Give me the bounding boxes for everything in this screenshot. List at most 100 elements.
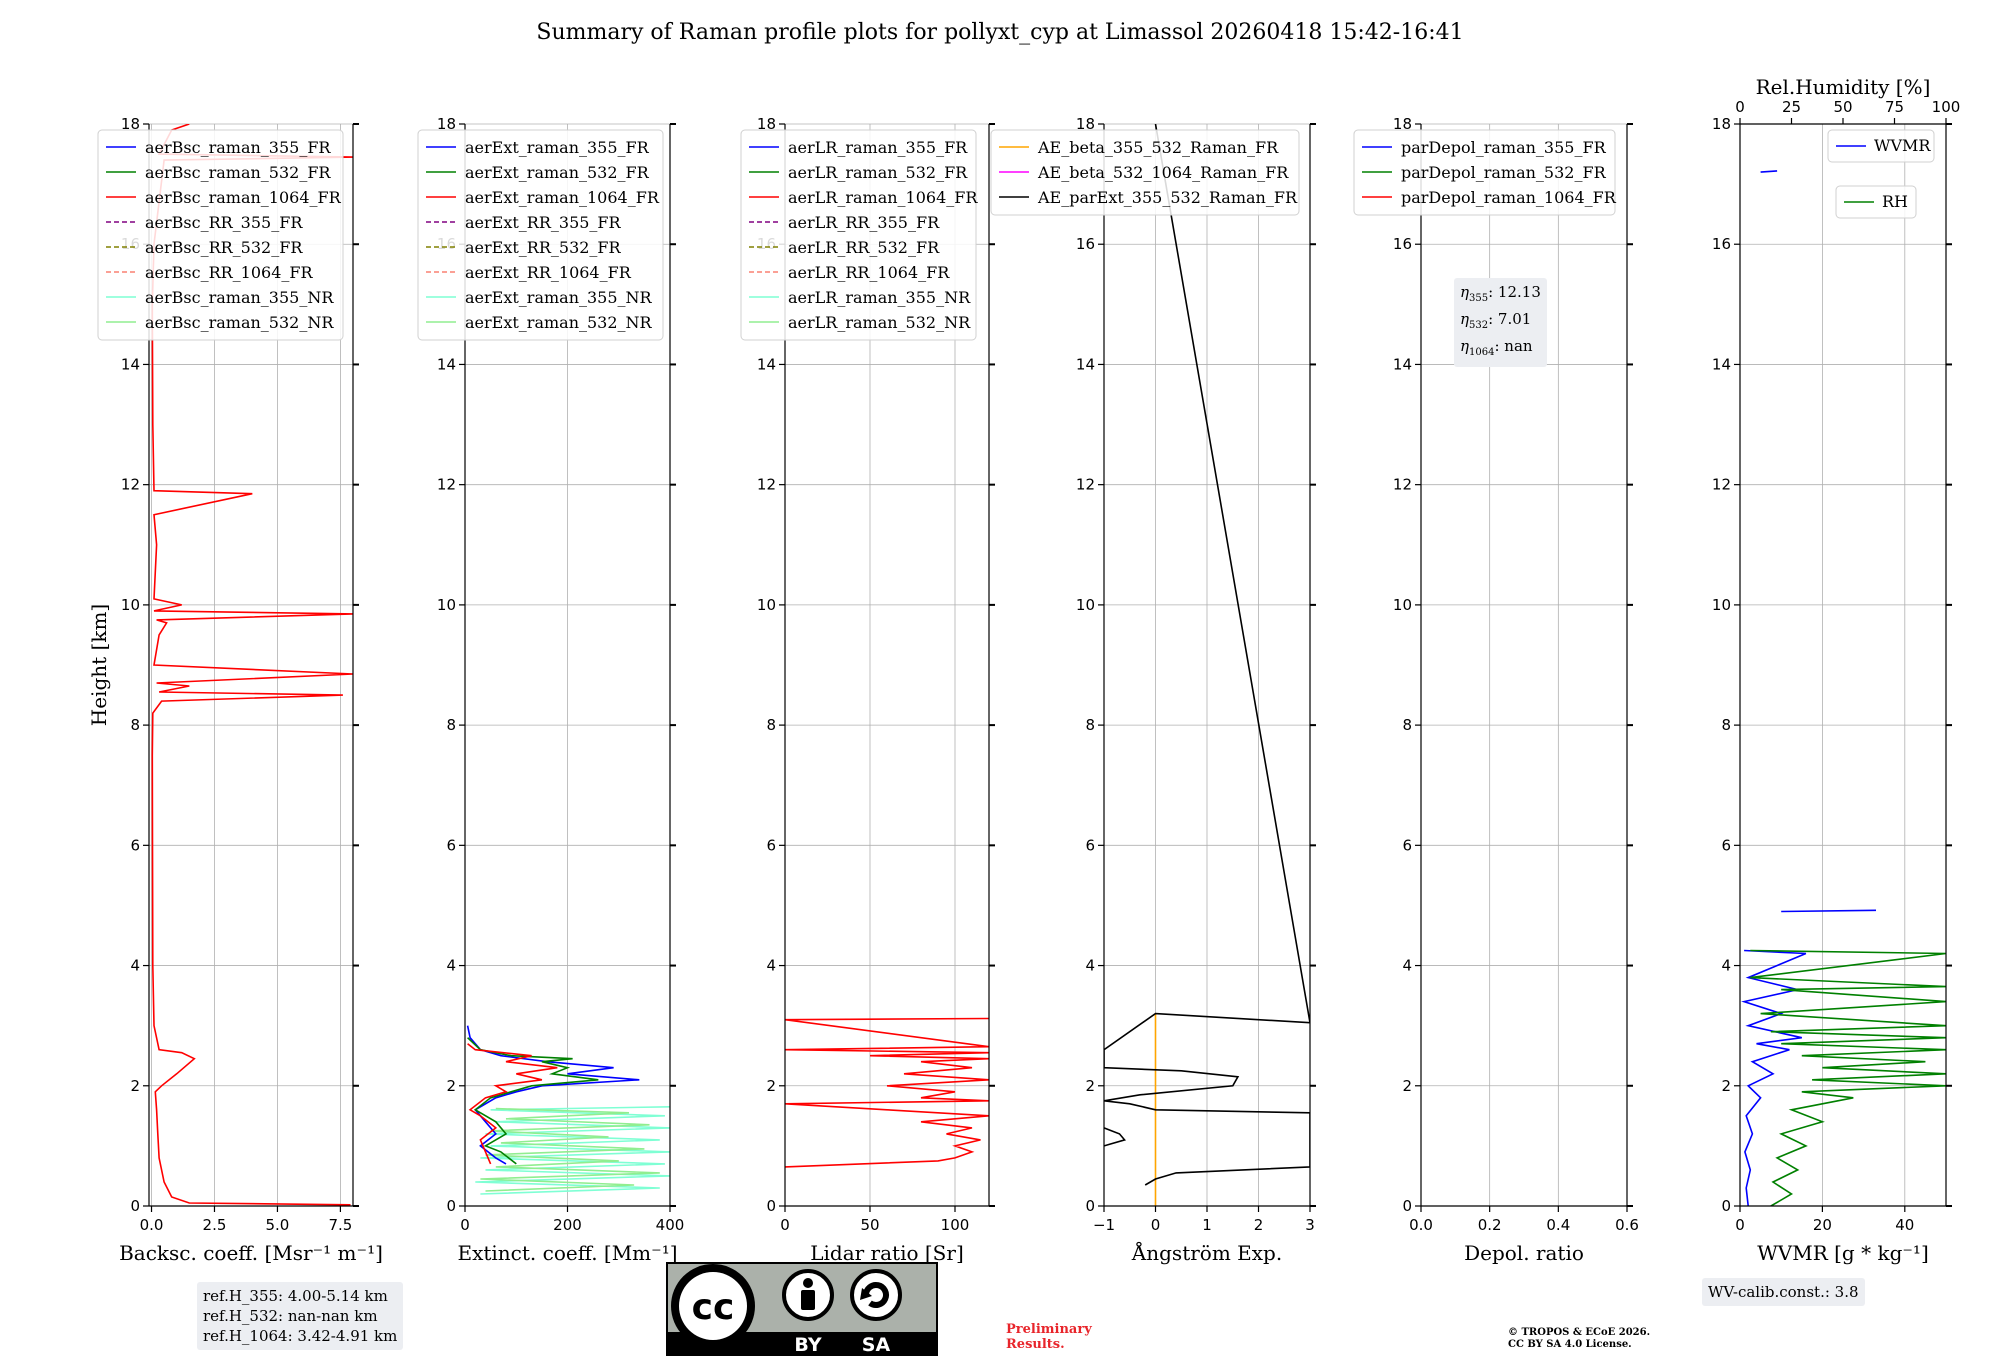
copyright-line-1: © TROPOS & ECoE 2026. <box>1508 1327 1651 1338</box>
legend-label: AE_beta_355_532_Raman_FR <box>1037 138 1279 157</box>
figure-title: Summary of Raman profile plots for polly… <box>536 20 1464 45</box>
eta-355-value: 12.13 <box>1497 283 1541 301</box>
prelim-line-1: Preliminary <box>1006 1322 1092 1337</box>
xtick-label: 40 <box>1895 1216 1914 1234</box>
legend-label: aerBsc_RR_355_FR <box>145 213 303 232</box>
ytick-label: 6 <box>130 836 140 854</box>
yaxis-label: Height [km] <box>87 604 111 726</box>
legend-label: aerExt_RR_1064_FR <box>465 263 632 282</box>
eta-532: η532: 7.01 <box>1460 310 1532 331</box>
legend-label: aerBsc_raman_1064_FR <box>145 188 342 207</box>
legend-box <box>417 129 664 341</box>
panel-depol: 0 2 4 6 8 10 12 14 16 18 0.0 0.2 0.4 0.6 Depol. ratio p… <box>1353 115 1639 1265</box>
legend-label: aerExt_raman_355_NR <box>465 288 653 307</box>
prelim-line-2: Results. <box>1006 1337 1065 1352</box>
ytick-label: 10 <box>437 596 456 614</box>
series-aerExt_raman_532_FR <box>467 1037 599 1165</box>
legend-box <box>1827 129 1935 163</box>
panel-lr: 024681012141618050100Lidar ratio [Sr]aer… <box>740 115 995 1265</box>
legend-label: WVMR <box>1874 136 1931 155</box>
legend-label: parDepol_raman_355_FR <box>1401 138 1607 157</box>
series-aerExt_raman_1064_FR <box>467 1043 558 1165</box>
xtick-label: 0.0 <box>140 1216 164 1234</box>
cc-logo-inner <box>679 1272 747 1340</box>
ytick-label: 6 <box>766 836 776 854</box>
legend-label: AE_beta_532_1064_Raman_FR <box>1037 163 1289 182</box>
legend-box <box>990 129 1300 216</box>
xaxis-label: WVMR [g * kg⁻¹] <box>1757 1241 1929 1265</box>
ytick-label: 16 <box>1076 235 1095 253</box>
legend-label: aerExt_RR_355_FR <box>465 213 622 232</box>
ytick-label: 8 <box>446 716 456 734</box>
series-WVMR_aloft <box>1781 909 1877 913</box>
legend-label: aerLR_RR_1064_FR <box>788 263 950 282</box>
series-aerExt_raman_532_NR <box>480 1107 660 1192</box>
legend-box <box>1353 129 1616 216</box>
by-icon-head <box>803 1278 813 1288</box>
xaxis-label: Lidar ratio [Sr] <box>810 1241 964 1265</box>
by-icon-body <box>801 1290 815 1310</box>
ref-height-355: ref.H_355: 4.00-5.14 km <box>203 1287 388 1305</box>
legend-label: aerBsc_raman_532_FR <box>145 163 331 182</box>
ytick-label: 2 <box>446 1077 456 1095</box>
copyright-line-2: CC BY SA 4.0 License. <box>1508 1339 1632 1350</box>
ytick-label: 0 <box>1085 1197 1095 1215</box>
panel-ext: 0246810121416180200400Extinct. coeff. [M… <box>417 115 685 1265</box>
legend-label: parDepol_raman_532_FR <box>1401 163 1607 182</box>
series-aerExt_raman_355_FR <box>466 1025 640 1165</box>
ytick-label: 0 <box>1721 1197 1731 1215</box>
ytick-label: 8 <box>1085 716 1095 734</box>
xtick-label: 20 <box>1813 1216 1832 1234</box>
ytick-label: 4 <box>1721 957 1731 975</box>
series-AE_parExt_355_532_Raman_FR <box>1104 124 1310 1186</box>
xtick-label: −1 <box>1093 1216 1115 1234</box>
ytick-label: 4 <box>446 957 456 975</box>
ref-height-1064: ref.H_1064: 3.42-4.91 km <box>203 1327 398 1345</box>
legend-label: aerLR_raman_355_NR <box>788 288 971 307</box>
ytick-label: 0 <box>130 1197 140 1215</box>
ytick-label: 16 <box>1393 235 1412 253</box>
ytick-label: 12 <box>757 476 776 494</box>
ytick-label: 0 <box>766 1197 776 1215</box>
ytick-label: 10 <box>1712 596 1731 614</box>
ytick-label: 6 <box>1085 836 1095 854</box>
series-WVMR_high <box>1760 170 1778 173</box>
legend-label: aerExt_raman_532_FR <box>465 163 650 182</box>
xtick-label: 400 <box>656 1216 685 1234</box>
legend-label: aerExt_RR_532_FR <box>465 238 622 257</box>
by-label: BY <box>794 1334 821 1356</box>
legend-label: parDepol_raman_1064_FR <box>1401 188 1617 207</box>
legend-label: aerExt_raman_1064_FR <box>465 188 660 207</box>
xtick-label: 0 <box>780 1216 790 1234</box>
ytick-label: 18 <box>1712 115 1731 133</box>
ytick-label: 8 <box>1402 716 1412 734</box>
series-RH <box>1750 949 1946 1206</box>
toptick-label: 0 <box>1735 98 1745 116</box>
copyright-note: © TROPOS & ECoE 2026. CC BY SA 4.0 Licen… <box>1508 1327 1650 1351</box>
xaxis-label: Depol. ratio <box>1464 1241 1584 1265</box>
xtick-label: 5.0 <box>266 1216 290 1234</box>
ytick-label: 4 <box>1085 957 1095 975</box>
series-WVMR <box>1741 949 1807 1206</box>
legend-label: aerLR_raman_355_FR <box>788 138 968 157</box>
legend-label: aerLR_RR_532_FR <box>788 238 940 257</box>
eta-355: η355: 12.13 <box>1460 283 1541 304</box>
ytick-label: 12 <box>1076 476 1095 494</box>
ytick-label: 14 <box>121 355 140 373</box>
ytick-label: 10 <box>1076 596 1095 614</box>
wv-calib-box: WV-calib.const.: 3.8 <box>1702 1278 1865 1306</box>
legend-label: aerBsc_raman_355_FR <box>145 138 331 157</box>
sa-icon-arrowhead <box>860 1288 872 1300</box>
ytick-label: 14 <box>437 355 456 373</box>
legend-box <box>740 129 977 341</box>
ytick-label: 8 <box>766 716 776 734</box>
ytick-label: 12 <box>1393 476 1412 494</box>
eta-532-value: 7.01 <box>1497 310 1532 328</box>
ytick-label: 18 <box>1076 115 1095 133</box>
legend-label: aerBsc_raman_532_NR <box>145 313 334 332</box>
ytick-label: 10 <box>121 596 140 614</box>
eta-box: η355: 12.13 η532: 7.01 η1064: nan <box>1454 278 1547 367</box>
